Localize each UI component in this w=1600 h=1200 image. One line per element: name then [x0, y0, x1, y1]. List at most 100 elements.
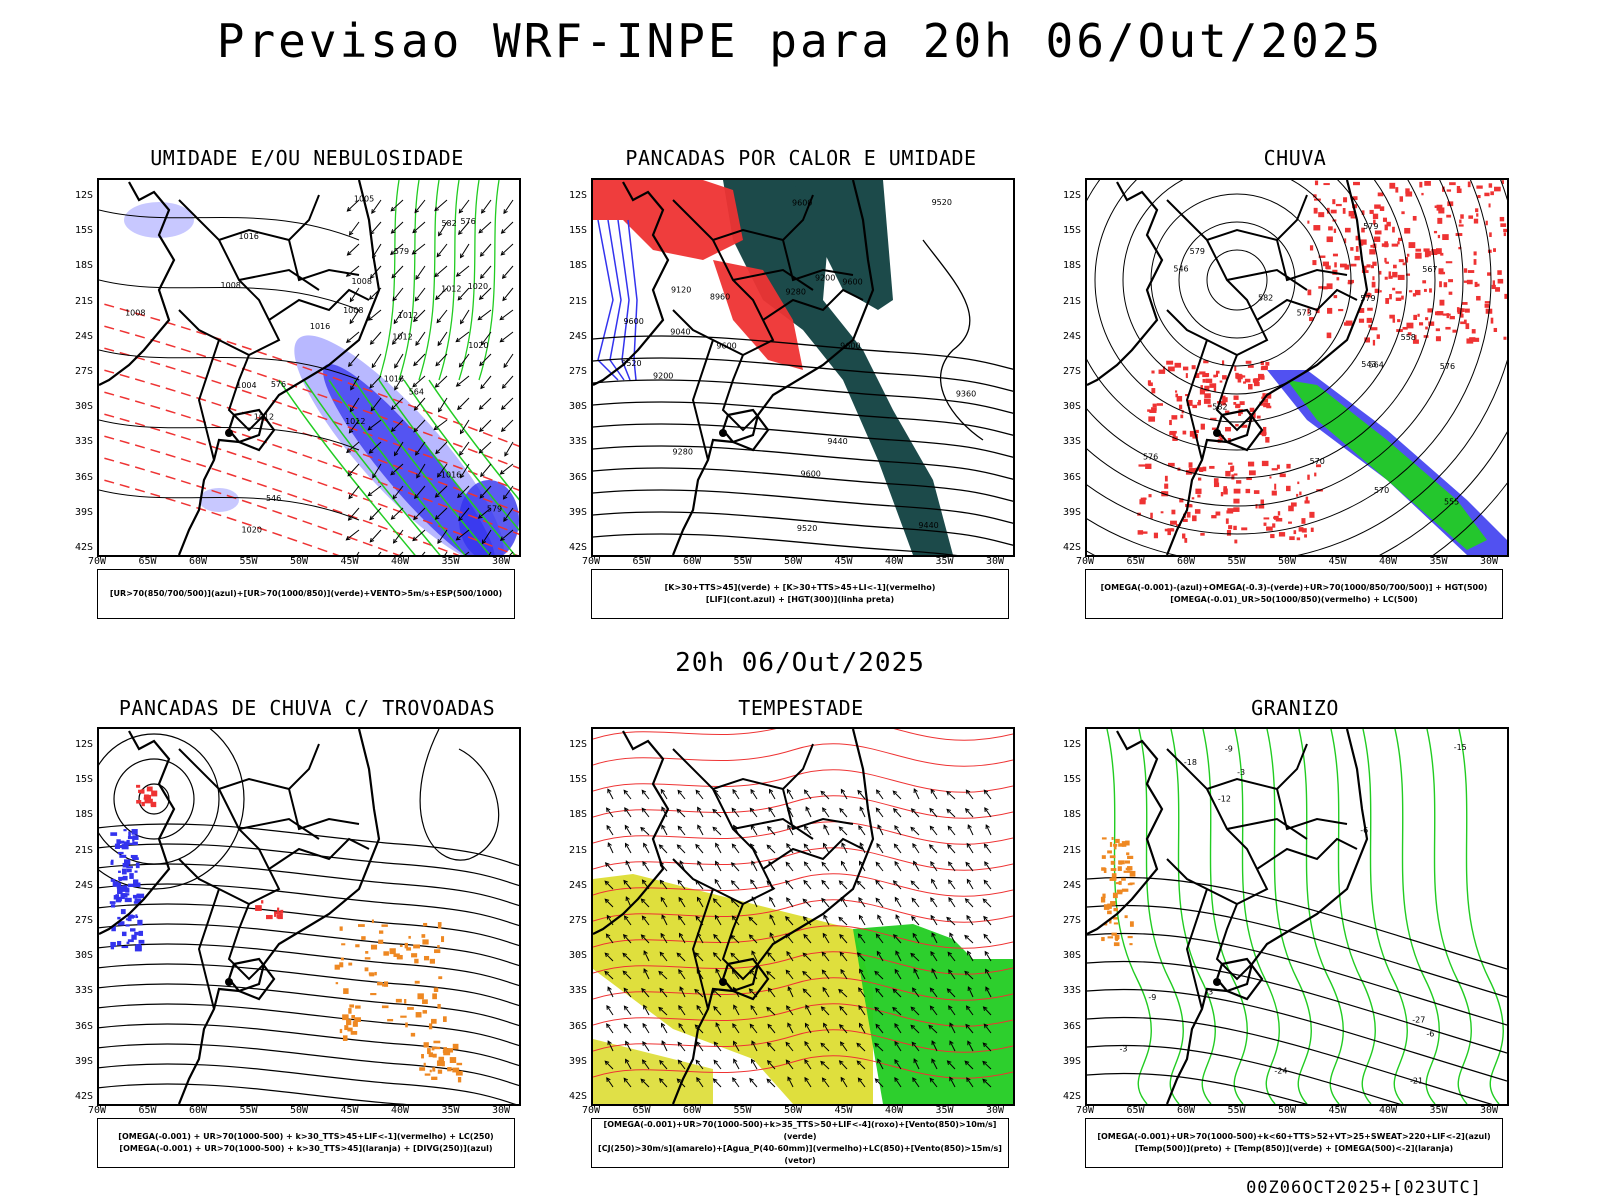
- wind-vector-head: [436, 252, 442, 258]
- wind-vector: [624, 807, 632, 818]
- wind-vector: [715, 843, 722, 854]
- wind-vector: [622, 953, 632, 962]
- x-axis-label: 50W: [1277, 556, 1297, 567]
- wind-vector-head: [349, 319, 354, 325]
- shower-cell-orange: [405, 1022, 408, 1028]
- rain-cell-red: [1484, 301, 1491, 304]
- divergence-cell-blue: [132, 879, 139, 885]
- humidity-blob-light: [124, 202, 194, 238]
- wind-vector-head: [392, 538, 398, 544]
- wind-vector: [713, 1041, 722, 1052]
- wind-vector: [480, 265, 492, 279]
- wind-vector: [965, 898, 974, 908]
- thunder-cell-red: [274, 911, 282, 915]
- contour-label: 1016: [384, 375, 404, 384]
- wind-vector-head: [369, 340, 375, 345]
- x-axis-label: 65W: [632, 1105, 651, 1116]
- shower-cell-orange: [423, 1042, 429, 1048]
- wind-vector: [911, 808, 920, 818]
- rain-cell-red: [1274, 483, 1277, 490]
- rain-cell-red: [1377, 192, 1384, 197]
- contour-label: 576: [1440, 362, 1455, 371]
- wind-vector: [929, 1078, 938, 1088]
- omega-cell-orange: [1110, 877, 1117, 881]
- wind-vector: [894, 843, 902, 854]
- wind-vector-head: [821, 1077, 827, 1083]
- rain-cell-red: [1262, 426, 1267, 433]
- omega-region-green: [1287, 380, 1487, 550]
- lake-mark: [1213, 978, 1221, 986]
- forecast-time-label: 20h 06/Out/2025: [675, 648, 925, 678]
- rain-cell-red: [1203, 360, 1209, 364]
- shower-cell-orange: [361, 936, 366, 940]
- contour-label: 564: [409, 388, 424, 397]
- wind-vector-head: [966, 914, 971, 920]
- wind-vector-head: [677, 825, 683, 831]
- divergence-cell-blue: [110, 878, 116, 882]
- wind-vector-head: [604, 970, 610, 976]
- y-axis-label: 39S: [1062, 1055, 1081, 1067]
- rain-cell-red: [1297, 481, 1300, 485]
- rain-cell-red: [1497, 270, 1502, 275]
- wind-vector: [875, 1024, 884, 1034]
- shower-cell-orange: [408, 935, 411, 939]
- rain-cell-red: [1338, 308, 1344, 312]
- wind-vector-head: [640, 934, 646, 939]
- shower-cell-orange: [414, 958, 419, 964]
- wind-vector: [750, 879, 758, 890]
- wind-vector: [894, 825, 902, 836]
- rain-cell-red: [1203, 398, 1211, 404]
- omega-cell-orange: [1110, 868, 1117, 871]
- thunder-cell-red: [276, 914, 283, 919]
- wind-vector-head: [820, 1042, 826, 1048]
- wind-vector-head: [659, 879, 665, 885]
- x-axis-label: 70W: [1075, 556, 1095, 567]
- rain-cell-red: [1497, 278, 1504, 284]
- wind-vector-head: [434, 272, 439, 278]
- wind-vector: [659, 988, 668, 998]
- rain-cell-red: [1427, 308, 1433, 313]
- y-axis-label: 15S: [568, 774, 587, 786]
- wind-vector: [391, 419, 404, 432]
- wind-vector-head: [390, 405, 396, 411]
- x-axis-label: 40W: [884, 556, 904, 567]
- wind-vector-head: [393, 451, 399, 457]
- rain-cell-red: [1456, 185, 1461, 190]
- rain-cell-red: [1406, 253, 1410, 257]
- wind-vector: [460, 419, 470, 434]
- wind-vector: [984, 861, 992, 872]
- wind-vector: [414, 287, 426, 302]
- divergence-cell-blue: [137, 919, 143, 926]
- wind-vector-head: [643, 968, 648, 974]
- country-borders: [1166, 194, 1358, 461]
- rain-cell-red: [1342, 208, 1346, 214]
- rain-cell-red: [1220, 395, 1226, 399]
- rain-cell-red: [1185, 394, 1189, 397]
- shower-cell-orange: [348, 962, 353, 966]
- wind-vector-head: [948, 861, 953, 867]
- rain-cell-red: [1304, 534, 1308, 538]
- shower-cell-orange: [422, 939, 429, 945]
- wind-vector-head: [787, 1076, 792, 1082]
- wind-vector: [713, 952, 722, 962]
- wind-vector-head: [457, 405, 462, 411]
- shower-cell-orange: [436, 1060, 443, 1067]
- wind-vector-head: [730, 862, 736, 867]
- wind-vector-head: [345, 338, 351, 343]
- streamline-vortex: [99, 733, 220, 865]
- wind-vector-head: [604, 880, 610, 886]
- rain-cell-red: [1423, 288, 1427, 292]
- rain-cell-red: [1227, 508, 1234, 513]
- shower-cell-orange: [428, 1052, 434, 1058]
- wind-vector-head: [712, 1078, 718, 1083]
- legend-line: [OMEGA(-0.001)+UR>70(1000-500)+k<60+TTS>…: [1097, 1132, 1491, 1141]
- wind-vector-head: [838, 916, 844, 922]
- thunder-cell-red: [149, 798, 153, 803]
- divergence-cell-blue: [117, 921, 125, 926]
- rain-cell-red: [1469, 337, 1476, 341]
- divergence-cell-blue: [126, 866, 133, 869]
- wind-vector-head: [371, 363, 377, 369]
- wind-vector: [894, 897, 902, 908]
- divergence-cell-blue: [113, 895, 117, 900]
- wind-vector: [805, 1023, 812, 1034]
